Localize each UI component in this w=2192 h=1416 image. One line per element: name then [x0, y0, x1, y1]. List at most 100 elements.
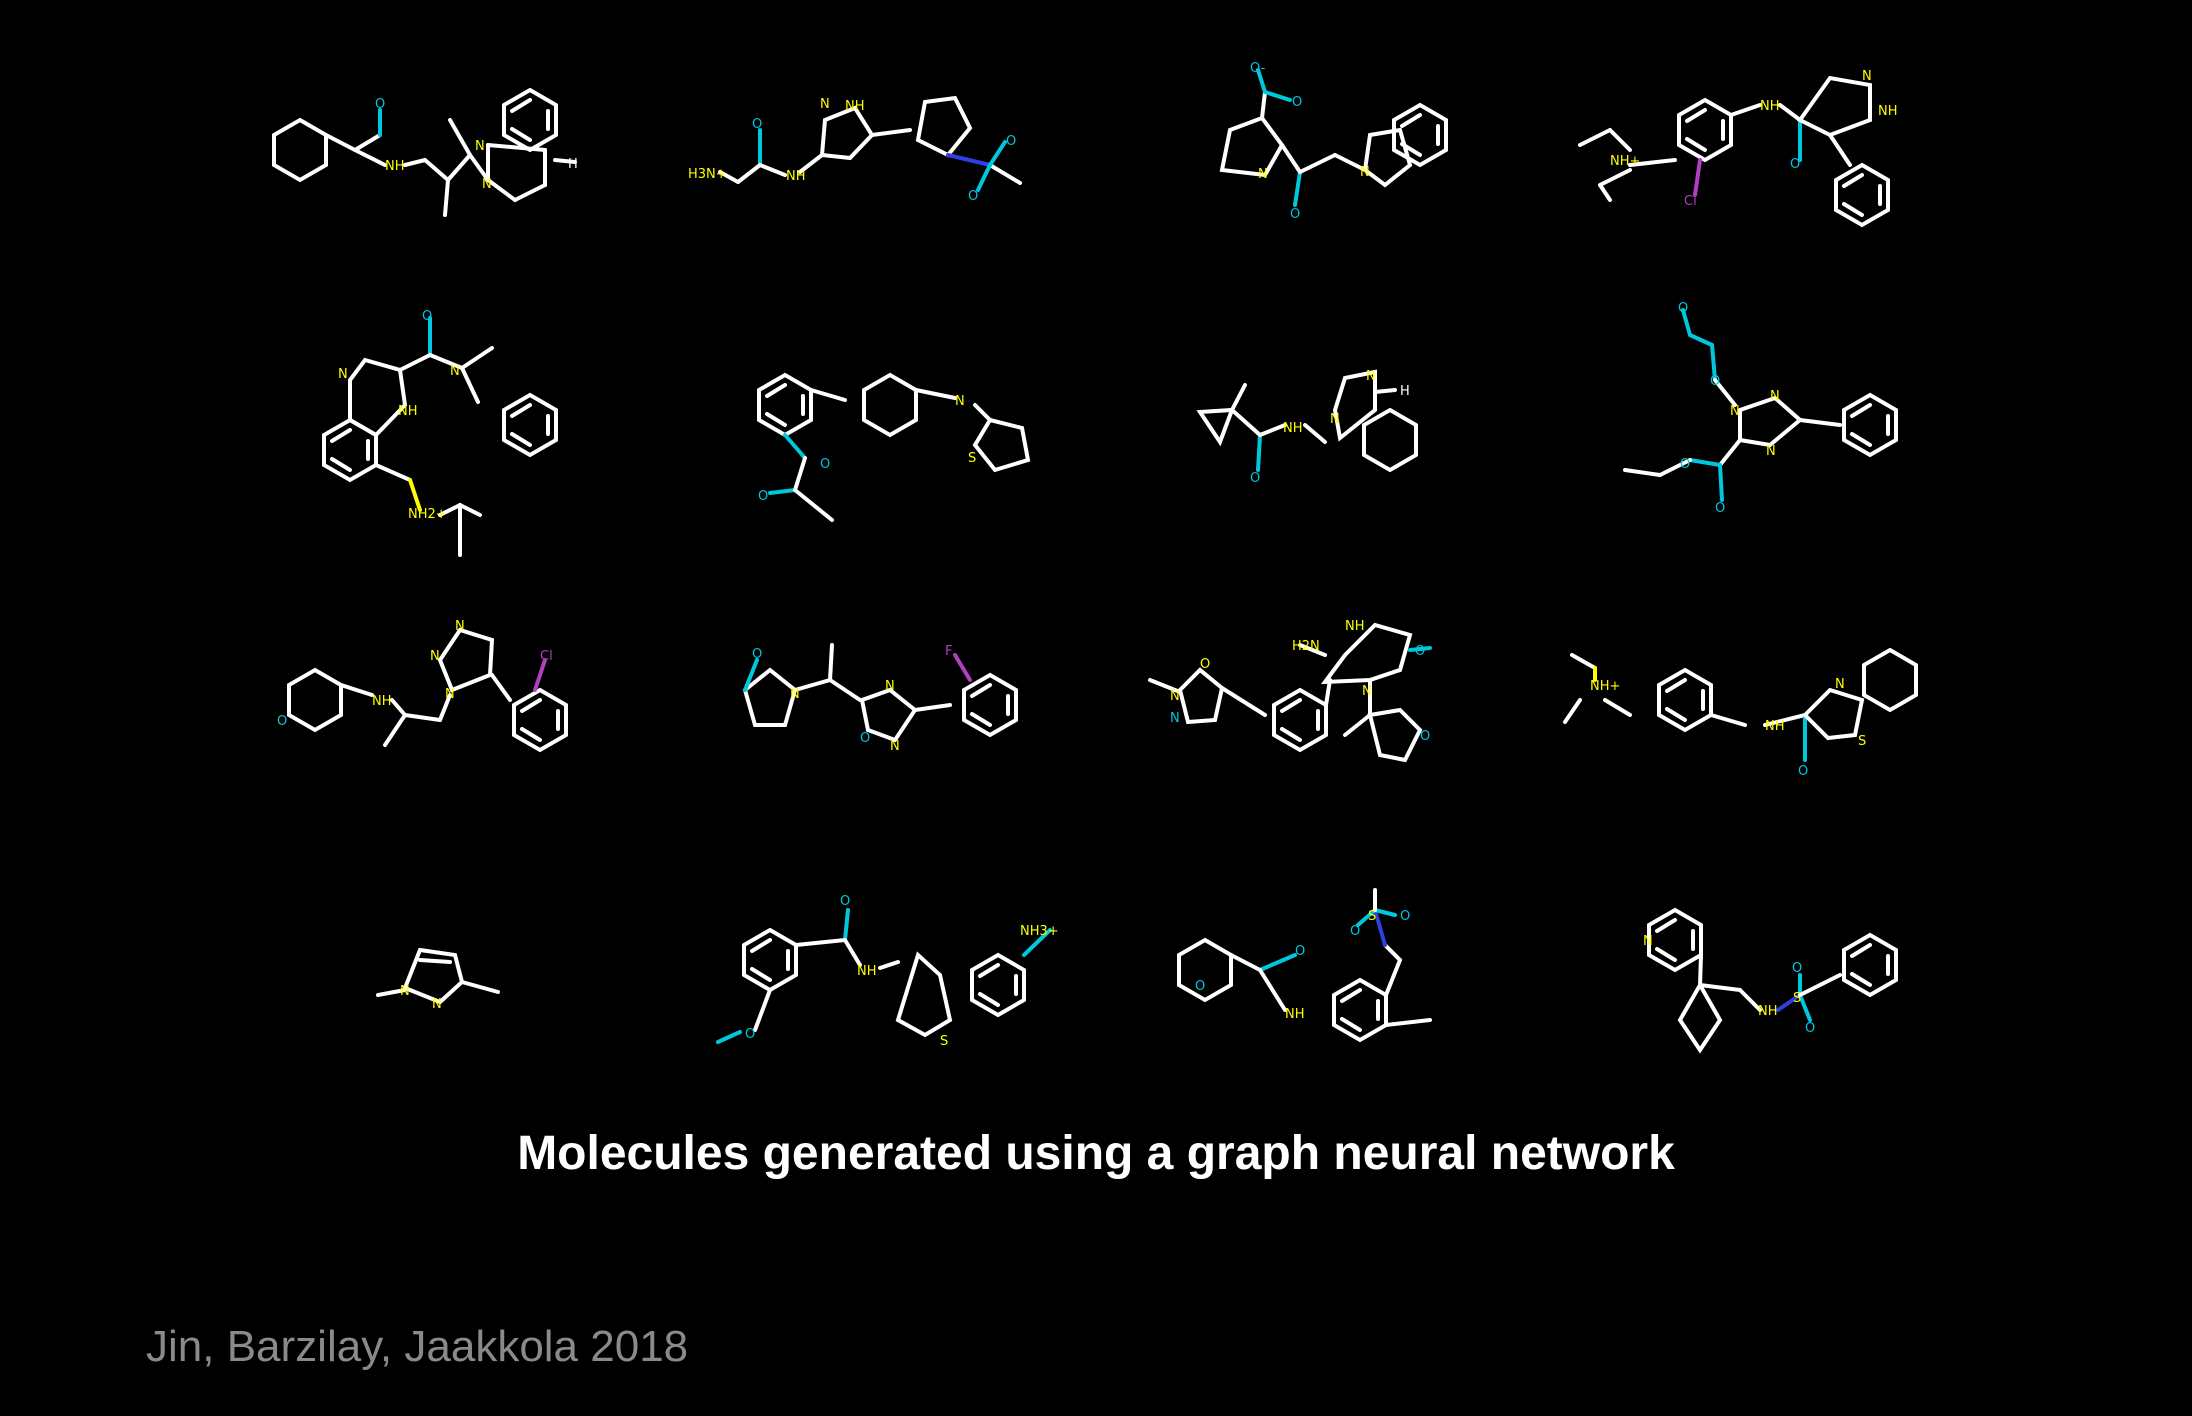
molecule-5: O N N NH NH2+	[322, 309, 558, 557]
atom-label: O	[820, 457, 830, 472]
atom-label: N	[432, 997, 442, 1012]
atom-label: NH	[845, 99, 865, 114]
atom-label: N	[400, 984, 410, 999]
atom-label: O	[752, 117, 762, 132]
atom-label: N	[1360, 165, 1370, 180]
atom-label: N	[955, 394, 965, 409]
atom-label: O	[968, 189, 978, 204]
atom-label: O	[422, 309, 432, 324]
atom-label: O	[1290, 207, 1300, 222]
atom-label: Cl	[1684, 194, 1697, 209]
atom-label: S	[1368, 909, 1376, 924]
atom-label: N	[820, 97, 830, 112]
atom-label: NH	[1760, 99, 1780, 114]
atom-label: N	[450, 364, 460, 379]
atom-label: N	[1170, 689, 1180, 704]
atom-label: N	[475, 139, 485, 154]
atom-label: O	[1415, 644, 1425, 659]
atom-label: NH2+	[408, 507, 447, 522]
atom-label: NH	[1285, 1007, 1305, 1022]
atom-label: O	[1680, 457, 1690, 472]
atom-label: N	[455, 619, 465, 634]
atom-label: N	[890, 739, 900, 754]
atom-label: Cl	[540, 649, 553, 664]
atom-label: NH	[372, 694, 392, 709]
atom-label: O	[860, 731, 870, 746]
atom-label: NH	[385, 159, 405, 174]
atom-label: O	[1400, 909, 1410, 924]
atom-label: O	[745, 1027, 755, 1042]
molecule-4: NH+ Cl NH O N NH	[1578, 69, 1898, 227]
atom-label: O	[1792, 961, 1802, 976]
atom-label: N	[1835, 677, 1845, 692]
atom-label: O	[1200, 657, 1210, 672]
atom-label: O	[1350, 924, 1360, 939]
molecule-7: N N H O NH	[1196, 369, 1418, 486]
caption: Molecules generated using a graph neural…	[517, 1127, 1675, 1180]
atom-label: O	[1292, 95, 1302, 110]
atom-label: S	[1858, 734, 1866, 749]
atom-label: N	[338, 367, 348, 382]
atom-label: O	[1250, 471, 1260, 486]
atom-label: H	[568, 157, 578, 172]
atom-label: O	[752, 647, 762, 662]
molecule-16: N NH S O O	[1643, 908, 1898, 1054]
atom-label: F	[945, 644, 952, 659]
atom-label: H2N	[1292, 639, 1320, 654]
atom-label: NH	[1878, 104, 1898, 119]
atom-label: NH+	[1610, 154, 1640, 169]
atom-label: O	[758, 489, 768, 504]
atom-label: N	[1766, 444, 1776, 459]
atom-label: N	[1330, 412, 1340, 427]
molecule-11: N N O H2N NH O N O	[1148, 619, 1432, 763]
atom-label: NH	[1283, 421, 1303, 436]
atom-label: H3N+	[688, 167, 727, 182]
atom-label: O	[1195, 979, 1205, 994]
molecule-13: N N	[376, 947, 500, 1012]
atom-label: N	[1643, 934, 1653, 949]
atom-label: NH	[1765, 719, 1785, 734]
molecule-10: O N N N O F	[742, 643, 1018, 754]
atom-label: N	[1170, 711, 1180, 726]
molecule-2: H3N+ O NH NH N O O	[688, 95, 1022, 204]
atom-label: NH	[398, 404, 418, 419]
atom-label: S	[1793, 991, 1801, 1006]
atom-label: N	[1366, 369, 1376, 384]
atom-label: N	[1258, 167, 1268, 182]
atom-label: O	[1790, 157, 1800, 172]
citation: Jin, Barzilay, Jaakkola 2018	[146, 1322, 689, 1371]
atom-label: S	[968, 451, 976, 466]
atom-label: N	[1862, 69, 1872, 84]
molecule-8: O O N N N O O	[1623, 301, 1898, 516]
atom-label: N	[1730, 404, 1740, 419]
atom-label: N	[430, 649, 440, 664]
atom-label: NH	[786, 169, 806, 184]
molecule-6: N S O O	[757, 373, 1031, 522]
molecule-14: O NH O NH3+ S	[716, 894, 1059, 1049]
molecule-3: O- O N O N	[1219, 61, 1448, 222]
atom-label: N	[1362, 684, 1372, 699]
atom-label: H	[1400, 384, 1410, 399]
atom-label: O	[277, 714, 287, 729]
atom-label: O	[1678, 301, 1688, 316]
atom-label: O	[1715, 501, 1725, 516]
atom-label: NH3+	[1020, 924, 1059, 939]
atom-label: O	[1805, 1021, 1815, 1036]
atom-label: NH	[1758, 1004, 1778, 1019]
atom-label: N	[1770, 389, 1780, 404]
atom-label: O	[1710, 374, 1720, 389]
atom-label: O	[1420, 729, 1430, 744]
atom-label: O	[840, 894, 850, 909]
atom-label: N	[445, 687, 455, 702]
molecule-12: NH+ NH O N S	[1563, 648, 1918, 779]
atom-label: NH	[1345, 619, 1365, 634]
atom-label: O	[1006, 134, 1016, 149]
molecule-15: O O NH S O O	[1177, 888, 1432, 1042]
atom-label: S	[940, 1034, 948, 1049]
atom-label: N	[482, 177, 492, 192]
molecule-9: O NH N N N Cl	[277, 619, 568, 752]
atom-label: NH+	[1590, 679, 1620, 694]
atom-label: N	[885, 679, 895, 694]
molecule-1: O NH N N H	[272, 88, 578, 217]
atom-label: NH	[857, 964, 877, 979]
